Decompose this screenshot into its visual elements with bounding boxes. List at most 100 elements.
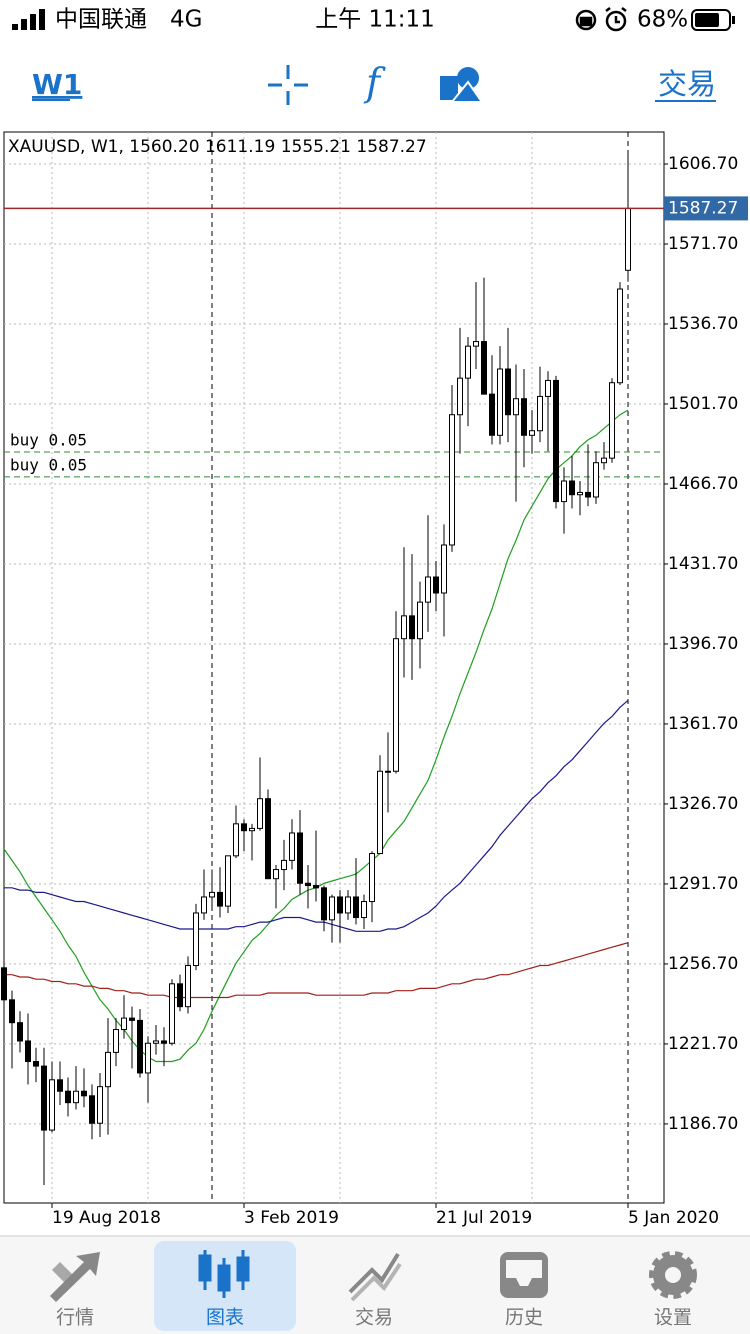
candle-body — [513, 398, 519, 416]
candle-body — [321, 887, 327, 921]
price-label: 1587.27 — [668, 198, 738, 218]
candle-body — [57, 1079, 63, 1092]
candle-body — [89, 1095, 95, 1124]
candle-body — [233, 823, 239, 857]
candle-body — [601, 457, 607, 464]
tab-label[interactable]: 图表 — [206, 1307, 244, 1329]
plot: 1186.70 1221.70 1256.70 1291.70 1326.70 1361.… — [1, 132, 748, 1228]
candle-body — [81, 1090, 87, 1097]
y-tick-label: 1221.70 — [668, 1034, 738, 1054]
chart-title: XAUUSD, W1, 1560.20 1611.19 1555.21 1587… — [8, 137, 427, 157]
lock-icon — [575, 9, 597, 31]
x-tick-label: 3 Feb 2019 — [244, 1208, 339, 1228]
candle-body — [625, 207, 631, 271]
chart-icon[interactable] — [198, 1250, 250, 1298]
candle-body — [73, 1090, 79, 1104]
x-tick-label: 21 Jul 2019 — [436, 1208, 532, 1228]
candle-body — [441, 544, 447, 594]
y-tick-label: 1501.70 — [668, 394, 738, 414]
candle-body — [137, 1019, 143, 1074]
candle-body — [193, 912, 199, 967]
moving-average — [4, 699, 629, 932]
candle-body — [41, 1065, 47, 1131]
tab-label[interactable]: 行情 — [56, 1307, 94, 1329]
y-tick-label: 1571.70 — [668, 234, 738, 254]
candle-body — [121, 1017, 127, 1031]
candle-body — [265, 798, 271, 880]
tab-label[interactable]: 历史 — [505, 1307, 543, 1329]
y-tick-label: 1606.70 — [668, 154, 738, 174]
tab-label[interactable]: 设置 — [654, 1307, 692, 1329]
candle-body — [505, 368, 511, 416]
candle-body — [217, 891, 223, 907]
candle-body — [33, 1061, 39, 1067]
x-tick-label: 5 Jan 2020 — [628, 1208, 719, 1228]
crosshair-button[interactable] — [268, 65, 308, 105]
candle-body — [497, 368, 503, 436]
candle-body — [241, 823, 247, 832]
candle-body — [281, 859, 287, 871]
candle-body — [65, 1090, 71, 1104]
candle-body — [201, 896, 207, 914]
candle-body — [97, 1086, 103, 1124]
alarm-icon — [605, 7, 627, 32]
tab-label[interactable]: 交易 — [355, 1307, 393, 1329]
candle-body — [417, 601, 423, 640]
period-button[interactable]: W1 — [32, 68, 82, 101]
objects-button[interactable] — [440, 67, 484, 103]
carrier: 中国联通 — [55, 7, 147, 33]
candle-body — [177, 983, 183, 1008]
candle-body — [377, 770, 383, 855]
chart-frame — [3, 131, 665, 1204]
quotes-icon[interactable] — [50, 1252, 100, 1302]
y-tick-label: 1256.70 — [668, 954, 738, 974]
candle-body — [257, 798, 263, 829]
candle-body — [145, 1042, 151, 1074]
candle-body — [593, 462, 599, 498]
candle-body — [553, 379, 559, 503]
battery-icon — [691, 9, 735, 31]
tab-bar — [0, 1236, 750, 1334]
trade-icon[interactable] — [348, 1252, 402, 1302]
candle-body — [169, 983, 175, 1044]
candle-body — [225, 855, 231, 907]
candle-body — [393, 638, 399, 772]
clock: 上午 11:11 — [315, 7, 435, 33]
trade-button[interactable]: 交易 — [658, 67, 716, 101]
settings-icon[interactable] — [649, 1251, 697, 1299]
signal — [12, 9, 45, 30]
candle-body — [449, 414, 455, 546]
moving-average — [4, 942, 629, 999]
battery-level: 68% — [637, 7, 688, 33]
candle-body — [129, 1017, 135, 1021]
candle-body — [345, 896, 351, 914]
candle-body — [113, 1029, 119, 1053]
candle-body — [401, 615, 407, 640]
candle-body — [457, 377, 463, 416]
candle-body — [105, 1051, 111, 1088]
candle-body — [273, 869, 279, 880]
price-label-bg — [664, 196, 748, 221]
y-tick-label: 1536.70 — [668, 314, 738, 334]
indicators-button[interactable]: f — [363, 61, 386, 105]
candle-body — [49, 1079, 55, 1131]
candle-body — [361, 901, 367, 919]
candle-body — [313, 885, 319, 889]
candle-body — [161, 1040, 167, 1044]
candle-body — [249, 827, 255, 832]
candle-body — [577, 491, 583, 496]
history-icon[interactable] — [500, 1252, 548, 1298]
y-tick-label: 1186.70 — [668, 1114, 738, 1134]
y-tick-label: 1431.70 — [668, 554, 738, 574]
candle-body — [409, 615, 415, 640]
candle-body — [9, 999, 15, 1024]
candle-body — [289, 832, 295, 861]
candle-body — [209, 891, 215, 898]
candle-body — [545, 379, 551, 397]
candle-body — [385, 770, 391, 773]
candle-body — [585, 491, 591, 498]
candle-body — [489, 393, 495, 436]
y-tick-label: 1361.70 — [668, 714, 738, 734]
